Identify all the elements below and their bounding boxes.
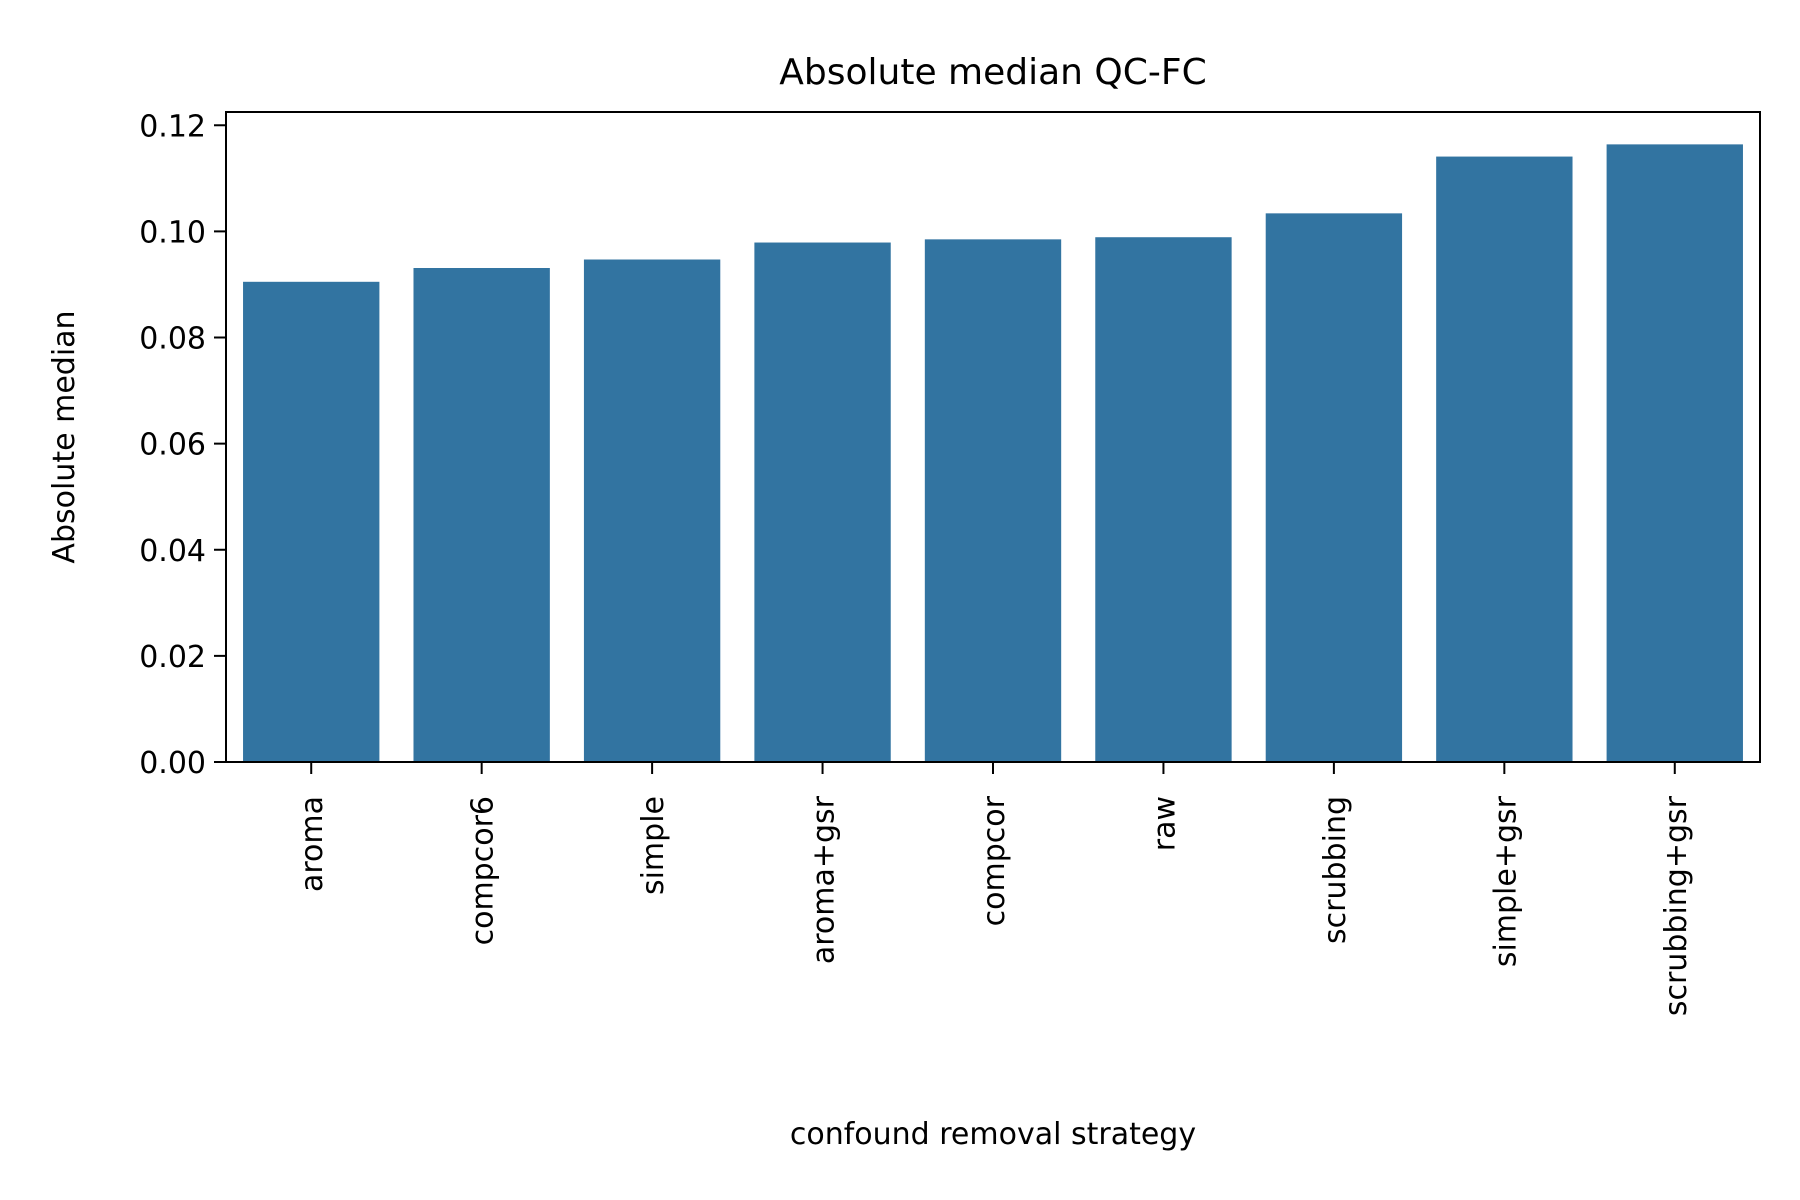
y-tick-label: 0.12 xyxy=(139,109,206,144)
bar-aroma+gsr xyxy=(754,242,891,762)
plot-frame xyxy=(225,111,1761,763)
y-tick-label: 0.08 xyxy=(139,322,206,357)
bar-compcor xyxy=(924,239,1062,763)
x-tick-label-scrubbing+gsr: scrubbing+gsr xyxy=(1659,795,1694,1016)
x-axis-title: confound removal strategy xyxy=(790,1117,1196,1152)
x-tick-label-compcor6: compcor6 xyxy=(466,796,501,945)
bars-group xyxy=(243,144,1743,763)
y-tick-label: 0.04 xyxy=(139,534,206,569)
bar-raw xyxy=(1095,237,1232,763)
x-tick-label-aroma: aroma xyxy=(295,796,330,892)
chart-title: Absolute median QC-FC xyxy=(779,52,1206,93)
y-axis-title: Absolute median xyxy=(47,310,82,563)
bar-aroma xyxy=(243,281,380,762)
bar-simple+gsr xyxy=(1436,156,1573,762)
x-tick-label-simple: simple xyxy=(636,796,671,895)
bar-scrubbing+gsr xyxy=(1606,144,1743,762)
bar-scrubbing xyxy=(1265,213,1403,763)
bar-simple xyxy=(583,259,721,762)
x-tick-label-raw: raw xyxy=(1147,796,1182,851)
y-axis: 0.00 0.02 0.04 0.06 0.08 0.10 0.12 xyxy=(139,109,226,781)
bar-compcor6 xyxy=(413,268,550,762)
x-tick-label-simple+gsr: simple+gsr xyxy=(1488,795,1523,967)
y-tick-label: 0.10 xyxy=(139,215,206,250)
y-tick-label: 0.00 xyxy=(139,746,206,781)
x-tick-label-compcor: compcor xyxy=(977,795,1012,926)
y-tick-label: 0.06 xyxy=(139,428,206,463)
y-tick-label: 0.02 xyxy=(139,640,206,675)
x-tick-label-scrubbing: scrubbing xyxy=(1318,796,1353,944)
x-axis: aroma compcor6 simple aroma+gsr compcor raw sc… xyxy=(295,762,1694,1016)
x-tick-label-aroma+gsr: aroma+gsr xyxy=(807,795,842,964)
